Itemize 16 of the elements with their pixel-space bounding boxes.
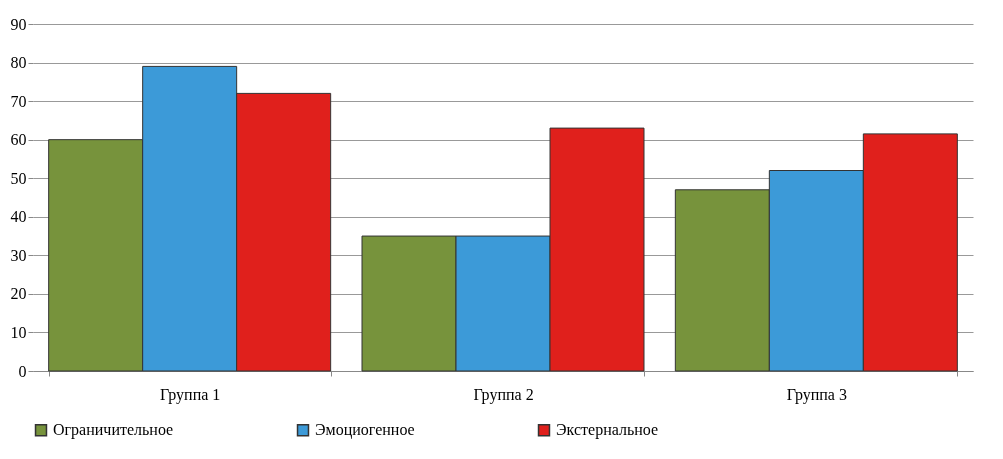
- legend-label: Экстернальное: [556, 421, 659, 440]
- y-tick-label: 20: [10, 285, 27, 303]
- y-tick-label: 80: [10, 54, 27, 72]
- y-tick-label: 10: [10, 323, 27, 341]
- y-tick-label: 60: [10, 131, 27, 149]
- y-tick-label: 50: [10, 169, 27, 187]
- x-tick-label: Группа 1: [160, 385, 221, 404]
- y-tick-label: 30: [10, 246, 27, 264]
- x-tick-label: Группа 3: [786, 385, 847, 404]
- y-tick-label: 90: [10, 15, 27, 33]
- legend-label: Эмоциогенное: [315, 421, 415, 440]
- y-tick-label: 0: [18, 362, 27, 380]
- y-tick-label: 40: [10, 208, 27, 226]
- legend-label: Ограничительное: [53, 421, 174, 440]
- y-tick-label: 70: [10, 92, 27, 110]
- x-tick-label: Группа 2: [473, 385, 534, 404]
